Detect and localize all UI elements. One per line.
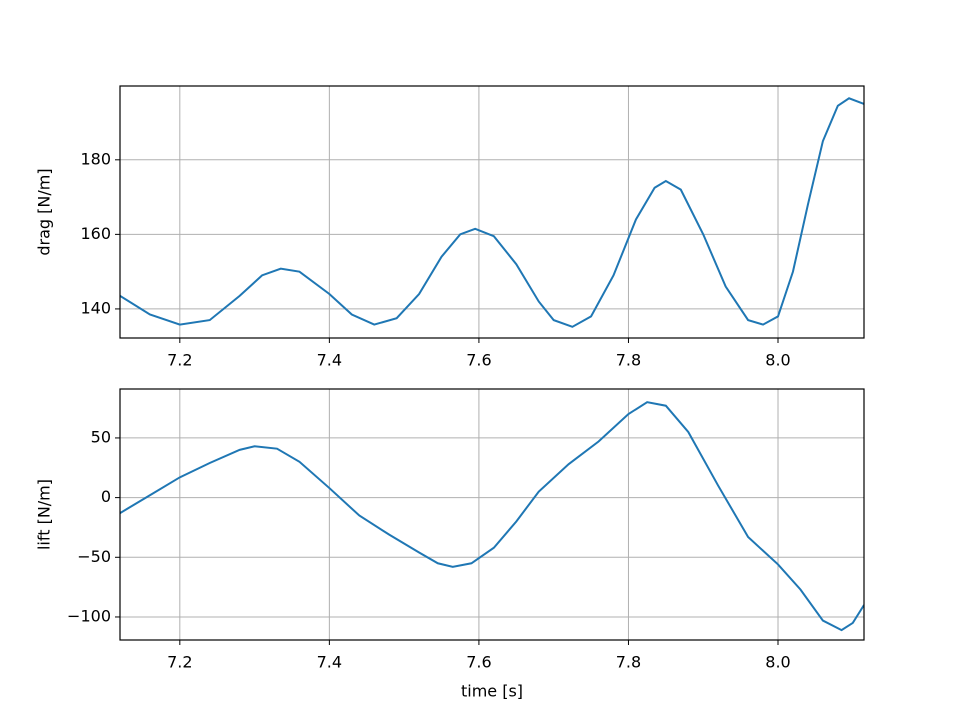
x-tick-label: 8.0 bbox=[765, 653, 790, 672]
y-tick-label: 140 bbox=[80, 298, 111, 317]
x-tick-label: 7.4 bbox=[317, 653, 342, 672]
x-tick-label: 7.6 bbox=[466, 351, 491, 370]
y-axis-label: lift [N/m] bbox=[35, 479, 54, 550]
y-axis-label: drag [N/m] bbox=[35, 168, 54, 255]
x-tick-label: 8.0 bbox=[765, 351, 790, 370]
x-tick-label: 7.8 bbox=[616, 351, 641, 370]
x-tick-label: 7.2 bbox=[167, 653, 192, 672]
axes-frame bbox=[119, 388, 865, 641]
x-tick-label: 7.8 bbox=[616, 653, 641, 672]
x-tick-label: 7.6 bbox=[466, 653, 491, 672]
y-tick-label: −100 bbox=[67, 606, 111, 625]
axes-frame bbox=[119, 85, 865, 339]
y-tick-label: 180 bbox=[80, 149, 111, 168]
x-axis-label: time [s] bbox=[461, 682, 523, 701]
y-tick-label: −50 bbox=[77, 547, 111, 566]
y-tick-label: 0 bbox=[101, 487, 111, 506]
x-tick-label: 7.2 bbox=[167, 351, 192, 370]
y-tick-label: 50 bbox=[91, 427, 111, 446]
data-line bbox=[120, 401, 864, 632]
y-tick-label: 160 bbox=[80, 224, 111, 243]
x-tick-label: 7.4 bbox=[317, 351, 342, 370]
data-line bbox=[120, 97, 864, 328]
